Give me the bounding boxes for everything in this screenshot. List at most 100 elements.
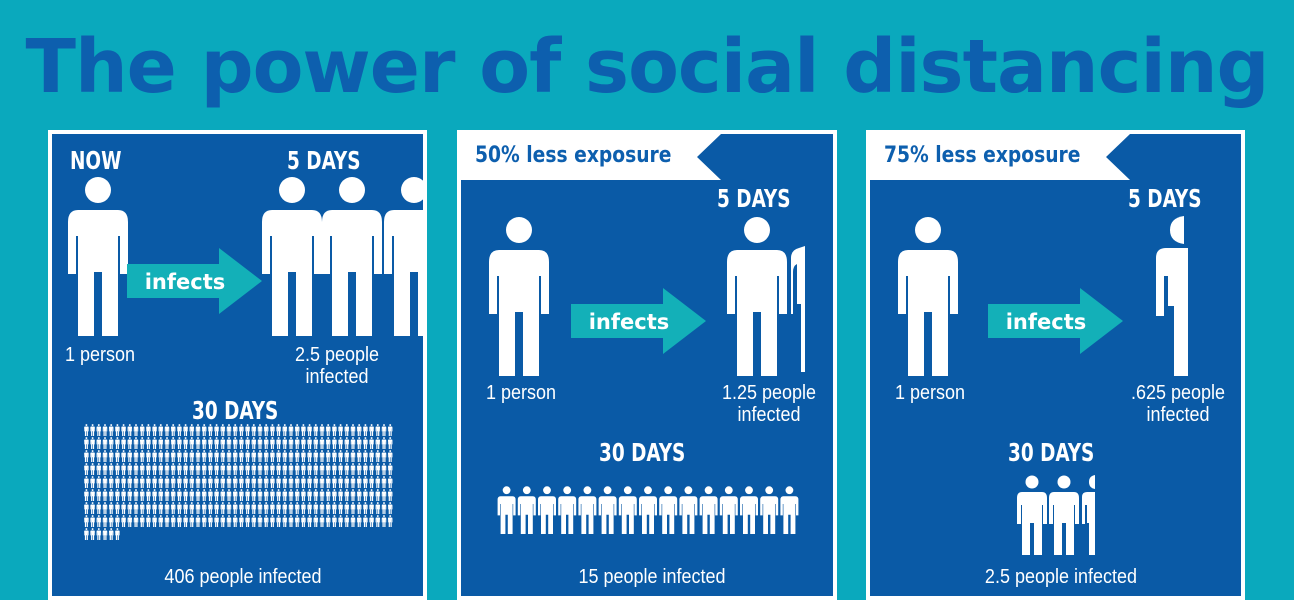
crowd-person-icon xyxy=(350,450,356,462)
crowd-person-icon xyxy=(164,515,170,527)
crowd-person-icon xyxy=(301,489,306,501)
arrow-label: infects xyxy=(1006,310,1087,334)
crowd-person-icon xyxy=(226,502,232,514)
crowd-person-icon xyxy=(332,463,337,475)
crowd-person-icon xyxy=(282,450,288,462)
crowd-person-icon xyxy=(363,424,368,436)
crowd-person-icon xyxy=(146,450,151,462)
crowd-person-icon xyxy=(84,489,89,501)
crowd-person-icon xyxy=(276,463,281,475)
crowd-person-icon xyxy=(288,489,294,501)
crowd-person-icon xyxy=(699,486,718,534)
crowd-person-icon xyxy=(263,463,269,475)
crowd-person-icon xyxy=(270,450,275,462)
crowd-person-icon xyxy=(232,476,238,488)
crowd-grid xyxy=(84,424,393,540)
crowd-person-icon xyxy=(183,489,188,501)
crowd-person-icon xyxy=(115,515,120,527)
crowd-person-icon xyxy=(108,424,114,436)
crowd-person-icon xyxy=(214,463,219,475)
crowd-person-icon xyxy=(108,437,114,449)
crowd-person-icon xyxy=(239,489,244,501)
crowd-person-icon xyxy=(344,489,350,501)
thirty-days-label: 30 DAYS xyxy=(1008,438,1095,467)
crowd-person-icon xyxy=(375,450,381,462)
crowd-person-icon xyxy=(183,463,188,475)
crowd-person-icon xyxy=(740,486,758,534)
crowd-person-icon xyxy=(90,450,95,462)
crowd-person-icon xyxy=(146,437,151,449)
source-person-icon xyxy=(898,217,958,376)
crowd-person-icon xyxy=(195,437,201,449)
crowd-person-icon xyxy=(251,437,257,449)
crowd-person-icon xyxy=(90,515,95,527)
infected-person-icon xyxy=(1017,475,1047,555)
crowd-person-icon xyxy=(232,489,238,501)
crowd-person-icon xyxy=(239,502,244,514)
crowd-person-icon xyxy=(170,424,176,436)
crowd-person-icon xyxy=(139,437,145,449)
crowd-person-icon xyxy=(257,489,263,501)
crowd-person-icon xyxy=(214,515,219,527)
crowd-person-icon xyxy=(294,450,300,462)
crowd-person-icon xyxy=(325,489,331,501)
crowd-person-icon xyxy=(719,486,738,534)
crowd-person-icon xyxy=(301,502,306,514)
crowd-person-icon xyxy=(344,502,350,514)
crowd-person-icon xyxy=(257,502,263,514)
crowd-person-icon xyxy=(344,515,350,527)
crowd-person-icon xyxy=(214,502,219,514)
crowd-person-icon xyxy=(127,450,133,462)
crowd-person-icon xyxy=(139,489,145,501)
crowd-person-icon xyxy=(251,463,257,475)
crowd-person-icon xyxy=(177,476,182,488)
crowd-person-icon xyxy=(115,424,120,436)
crowd-person-icon xyxy=(146,424,151,436)
crowd-person-icon xyxy=(152,489,157,501)
crowd-person-icon xyxy=(332,489,337,501)
crowd-person-icon xyxy=(90,463,95,475)
crowd-person-icon xyxy=(146,502,151,514)
page-title: The power of social distancing xyxy=(25,24,1270,110)
panel-baseline: NOW 5 DAYS infects 1 person 2.5 people i… xyxy=(48,130,427,600)
crowd-person-icon xyxy=(307,489,312,501)
crowd-person-icon xyxy=(84,502,89,514)
crowd-person-icon xyxy=(381,502,387,514)
crowd-person-icon xyxy=(158,476,164,488)
crowd-person-icon xyxy=(381,450,387,462)
crowd-person-icon xyxy=(263,489,269,501)
crowd-person-icon xyxy=(313,502,319,514)
five-days-result-line1: 2.5 people xyxy=(294,344,380,366)
crowd-person-icon xyxy=(195,450,201,462)
crowd-person-icon xyxy=(251,502,257,514)
crowd-person-icon xyxy=(189,476,195,488)
arrow-label: infects xyxy=(589,310,670,334)
crowd-person-icon xyxy=(325,424,331,436)
crowd-person-icon xyxy=(115,463,120,475)
crowd-person-icon xyxy=(276,489,281,501)
crowd-person-icon xyxy=(245,437,250,449)
crowd-person-icon xyxy=(239,463,244,475)
crowd-person-icon xyxy=(164,502,170,514)
crowd-person-icon xyxy=(232,450,238,462)
crowd-person-icon xyxy=(251,476,257,488)
crowd-person-icon xyxy=(195,515,201,527)
crowd-person-icon xyxy=(307,476,312,488)
crowd-person-icon xyxy=(363,437,368,449)
five-days-result-line2: infected xyxy=(305,366,369,388)
crowd-person-icon xyxy=(195,489,201,501)
crowd-person-icon xyxy=(183,450,188,462)
crowd-person-icon xyxy=(369,476,374,488)
crowd-person-icon xyxy=(170,515,176,527)
crowd-person-icon xyxy=(139,476,145,488)
crowd-person-icon xyxy=(350,476,356,488)
crowd-person-icon xyxy=(127,502,133,514)
crowd-person-icon xyxy=(245,489,250,501)
crowd-person-icon xyxy=(282,437,288,449)
crowd-person-icon xyxy=(127,463,133,475)
crowd-person-icon xyxy=(158,424,164,436)
five-days-result-line1: .625 people xyxy=(1130,382,1226,404)
crowd-person-icon xyxy=(313,515,319,527)
crowd-person-icon xyxy=(164,463,170,475)
crowd-person-icon xyxy=(226,463,232,475)
